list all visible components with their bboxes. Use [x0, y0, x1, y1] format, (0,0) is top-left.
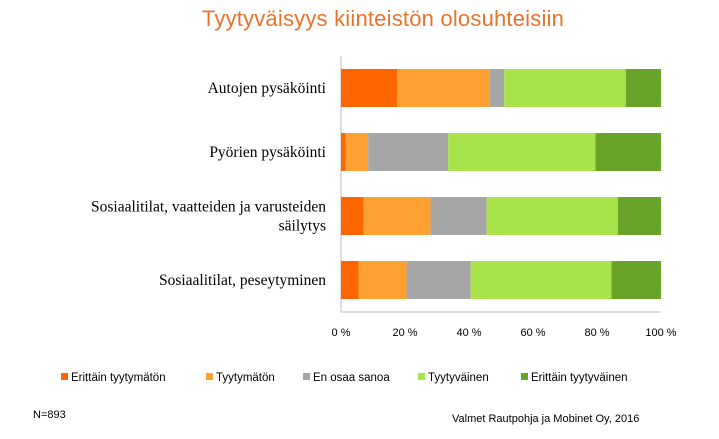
bar-segment [504, 69, 626, 107]
bar-segment [448, 133, 596, 171]
legend-swatch [206, 373, 213, 380]
bar-segment [341, 133, 346, 171]
source-note: Valmet Rautpohja ja Mobinet Oy, 2016 [452, 413, 640, 425]
bar-segment [368, 133, 449, 171]
sample-size-note: N=893 [33, 409, 66, 421]
bar-segment [595, 133, 661, 171]
bar-segment [611, 261, 661, 299]
bar-segment [617, 197, 661, 235]
x-tick-label: 60 % [520, 327, 545, 339]
chart-title: Tyytyväisyys kiinteistön olosuhteisiin [201, 6, 565, 31]
legend-label: En osaa sanoa [313, 372, 390, 384]
x-tick-label: 40 % [456, 327, 481, 339]
legend-label: Tyytymätön [216, 372, 275, 384]
category-label: Pyörien pysäköinti [209, 144, 326, 161]
x-tick-label: 20 % [392, 327, 417, 339]
x-tick-label: 80 % [584, 327, 609, 339]
bar-segment [406, 261, 471, 299]
x-tick-label: 0 % [332, 327, 351, 339]
bar-segment [363, 197, 431, 235]
bar-segment [341, 69, 397, 107]
legend-swatch [418, 373, 425, 380]
bar-segment [358, 261, 407, 299]
legend-label: Erittäin tyytymätön [71, 372, 166, 384]
bar-segment [486, 197, 618, 235]
bar-segment [341, 261, 359, 299]
category-label: Sosiaalitilat, peseytyminen [159, 272, 326, 289]
category-label: Autojen pysäköinti [208, 80, 327, 97]
legend-swatch [521, 373, 528, 380]
legend-swatch [61, 373, 68, 380]
legend-label: Erittäin tyytyväinen [531, 372, 628, 384]
bar-segment [397, 69, 490, 107]
bar-segment [625, 69, 661, 107]
category-label: säilytys [279, 218, 326, 235]
x-tick-label: 100 % [645, 327, 676, 339]
legend-label: Tyytyväinen [428, 372, 489, 384]
bar-segment [489, 69, 505, 107]
bar-segment [341, 197, 364, 235]
bar-segment [345, 133, 369, 171]
bar-segment [430, 197, 487, 235]
bar-segment [470, 261, 612, 299]
legend-swatch [303, 373, 310, 380]
category-label: Sosiaalitilat, vaatteiden ja varusteiden [91, 199, 326, 216]
